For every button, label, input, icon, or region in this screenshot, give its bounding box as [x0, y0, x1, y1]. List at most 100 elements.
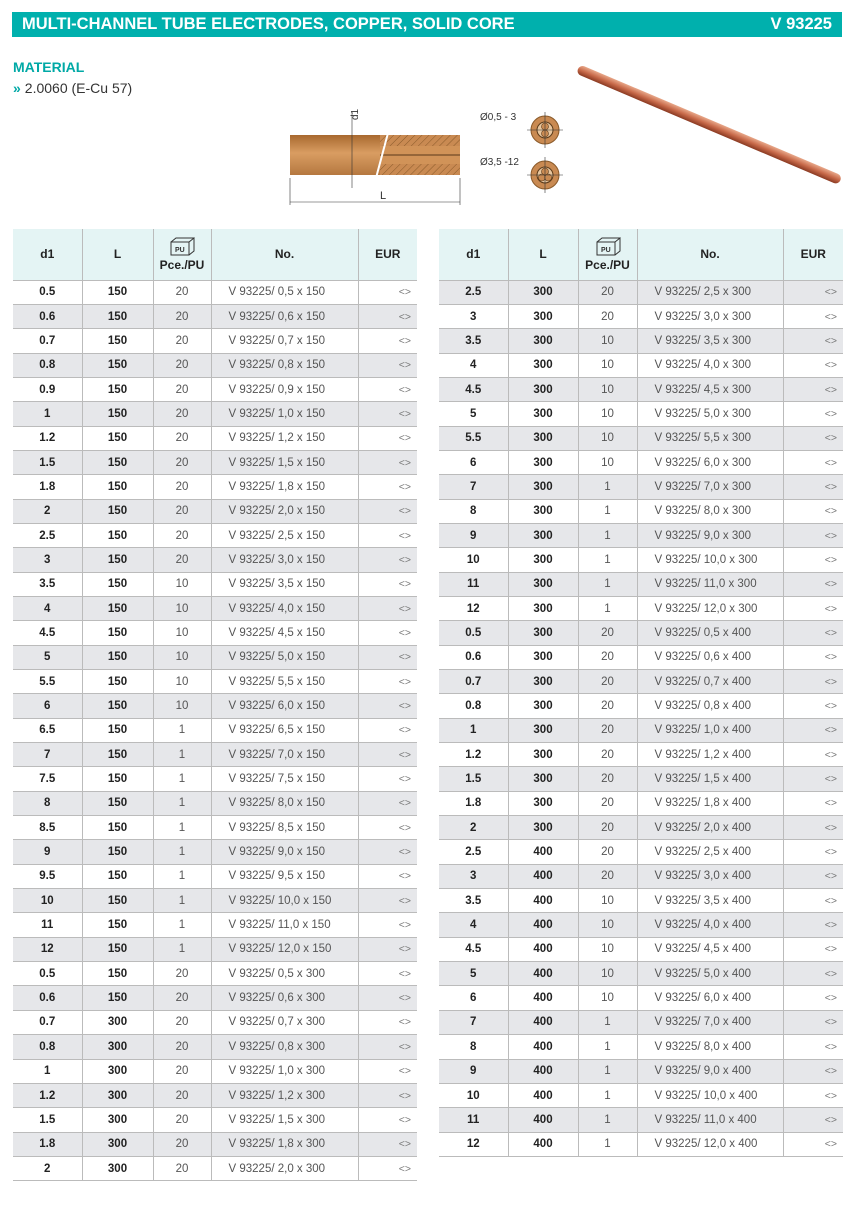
article-number-cell[interactable]: V 93225/ 10,0 x 150	[210, 888, 358, 913]
price-cell[interactable]: <>	[357, 1155, 417, 1182]
price-cell[interactable]: <>	[782, 449, 843, 475]
price-cell[interactable]: <>	[357, 1107, 417, 1133]
price-cell[interactable]: <>	[782, 1131, 843, 1157]
price-cell[interactable]: <>	[782, 888, 843, 913]
article-number-cell[interactable]: V 93225/ 1,5 x 300	[210, 1107, 358, 1133]
article-number-cell[interactable]: V 93225/ 9,0 x 150	[210, 839, 358, 865]
article-number-cell[interactable]: V 93225/ 11,0 x 400	[636, 1107, 783, 1133]
article-number-cell[interactable]: V 93225/ 6,0 x 300	[636, 449, 783, 475]
price-cell[interactable]: <>	[782, 279, 843, 305]
price-cell[interactable]: <>	[782, 790, 843, 816]
article-number-cell[interactable]: V 93225/ 3,5 x 150	[210, 571, 358, 597]
price-cell[interactable]: <>	[357, 449, 417, 475]
price-cell[interactable]: <>	[357, 766, 417, 792]
price-cell[interactable]: <>	[357, 961, 417, 986]
article-number-cell[interactable]: V 93225/ 0,9 x 150	[210, 376, 358, 402]
price-cell[interactable]: <>	[357, 352, 417, 378]
article-number-cell[interactable]: V 93225/ 0,7 x 400	[636, 668, 783, 694]
price-cell[interactable]: <>	[357, 742, 417, 767]
article-number-cell[interactable]: V 93225/ 0,6 x 400	[636, 644, 783, 670]
article-number-cell[interactable]: V 93225/ 4,5 x 150	[210, 620, 358, 646]
price-cell[interactable]: <>	[782, 693, 843, 719]
price-cell[interactable]: <>	[782, 1107, 843, 1133]
price-cell[interactable]: <>	[782, 815, 843, 840]
article-number-cell[interactable]: V 93225/ 0,8 x 300	[210, 1034, 358, 1059]
article-number-cell[interactable]: V 93225/ 0,8 x 400	[636, 693, 783, 719]
article-number-cell[interactable]: V 93225/ 2,5 x 300	[636, 279, 783, 305]
article-number-cell[interactable]: V 93225/ 0,7 x 150	[210, 328, 358, 354]
article-number-cell[interactable]: V 93225/ 9,5 x 150	[210, 863, 358, 889]
price-cell[interactable]: <>	[357, 717, 417, 743]
price-cell[interactable]: <>	[357, 279, 417, 305]
price-cell[interactable]: <>	[357, 668, 417, 694]
article-number-cell[interactable]: V 93225/ 1,2 x 300	[210, 1082, 358, 1108]
article-number-cell[interactable]: V 93225/ 9,0 x 400	[636, 1058, 783, 1084]
article-number-cell[interactable]: V 93225/ 1,5 x 150	[210, 449, 358, 475]
article-number-cell[interactable]: V 93225/ 3,5 x 400	[636, 888, 783, 913]
price-cell[interactable]: <>	[782, 961, 843, 986]
price-cell[interactable]: <>	[782, 1034, 843, 1059]
price-cell[interactable]: <>	[782, 474, 843, 500]
article-number-cell[interactable]: V 93225/ 4,0 x 400	[636, 912, 783, 938]
price-cell[interactable]: <>	[782, 328, 843, 354]
price-cell[interactable]: <>	[782, 717, 843, 743]
article-number-cell[interactable]: V 93225/ 7,0 x 300	[636, 474, 783, 500]
price-cell[interactable]: <>	[357, 888, 417, 913]
price-cell[interactable]: <>	[357, 1082, 417, 1108]
article-number-cell[interactable]: V 93225/ 12,0 x 300	[636, 595, 783, 621]
price-cell[interactable]: <>	[782, 985, 843, 1011]
price-cell[interactable]: <>	[357, 644, 417, 670]
price-cell[interactable]: <>	[357, 303, 417, 329]
price-cell[interactable]: <>	[357, 474, 417, 500]
article-number-cell[interactable]: V 93225/ 3,5 x 300	[636, 328, 783, 354]
article-number-cell[interactable]: V 93225/ 6,0 x 150	[210, 693, 358, 719]
price-cell[interactable]: <>	[357, 693, 417, 719]
article-number-cell[interactable]: V 93225/ 7,5 x 150	[210, 766, 358, 792]
article-number-cell[interactable]: V 93225/ 0,5 x 300	[210, 961, 358, 986]
article-number-cell[interactable]: V 93225/ 1,8 x 400	[636, 790, 783, 816]
price-cell[interactable]: <>	[357, 1058, 417, 1084]
article-number-cell[interactable]: V 93225/ 3,0 x 150	[210, 547, 358, 573]
article-number-cell[interactable]: V 93225/ 8,0 x 300	[636, 498, 783, 524]
article-number-cell[interactable]: V 93225/ 12,0 x 150	[210, 936, 358, 962]
article-number-cell[interactable]: V 93225/ 11,0 x 150	[210, 912, 358, 938]
price-cell[interactable]: <>	[782, 1009, 843, 1035]
price-cell[interactable]: <>	[357, 376, 417, 402]
price-cell[interactable]: <>	[782, 352, 843, 378]
article-number-cell[interactable]: V 93225/ 4,0 x 150	[210, 595, 358, 621]
article-number-cell[interactable]: V 93225/ 6,5 x 150	[210, 717, 358, 743]
price-cell[interactable]: <>	[782, 936, 843, 962]
article-number-cell[interactable]: V 93225/ 4,0 x 300	[636, 352, 783, 378]
article-number-cell[interactable]: V 93225/ 1,5 x 400	[636, 766, 783, 792]
article-number-cell[interactable]: V 93225/ 4,5 x 300	[636, 376, 783, 402]
article-number-cell[interactable]: V 93225/ 4,5 x 400	[636, 936, 783, 962]
price-cell[interactable]: <>	[357, 790, 417, 816]
price-cell[interactable]: <>	[357, 815, 417, 840]
price-cell[interactable]: <>	[782, 595, 843, 621]
article-number-cell[interactable]: V 93225/ 10,0 x 400	[636, 1082, 783, 1108]
price-cell[interactable]: <>	[357, 1034, 417, 1059]
price-cell[interactable]: <>	[782, 303, 843, 329]
price-cell[interactable]: <>	[782, 376, 843, 402]
article-number-cell[interactable]: V 93225/ 5,0 x 150	[210, 644, 358, 670]
price-cell[interactable]: <>	[357, 1009, 417, 1035]
article-number-cell[interactable]: V 93225/ 2,5 x 400	[636, 839, 783, 865]
article-number-cell[interactable]: V 93225/ 0,5 x 150	[210, 279, 358, 305]
price-cell[interactable]: <>	[782, 522, 843, 548]
article-number-cell[interactable]: V 93225/ 3,0 x 400	[636, 863, 783, 889]
article-number-cell[interactable]: V 93225/ 1,8 x 150	[210, 474, 358, 500]
price-cell[interactable]: <>	[357, 547, 417, 573]
price-cell[interactable]: <>	[357, 936, 417, 962]
article-number-cell[interactable]: V 93225/ 5,5 x 300	[636, 425, 783, 451]
price-cell[interactable]: <>	[782, 425, 843, 451]
article-number-cell[interactable]: V 93225/ 5,0 x 300	[636, 401, 783, 427]
article-number-cell[interactable]: V 93225/ 8,0 x 150	[210, 790, 358, 816]
article-number-cell[interactable]: V 93225/ 1,0 x 300	[210, 1058, 358, 1084]
price-cell[interactable]: <>	[357, 595, 417, 621]
price-cell[interactable]: <>	[782, 401, 843, 427]
price-cell[interactable]: <>	[357, 985, 417, 1011]
price-cell[interactable]: <>	[782, 498, 843, 524]
price-cell[interactable]: <>	[782, 1082, 843, 1108]
price-cell[interactable]: <>	[357, 498, 417, 524]
article-number-cell[interactable]: V 93225/ 0,7 x 300	[210, 1009, 358, 1035]
